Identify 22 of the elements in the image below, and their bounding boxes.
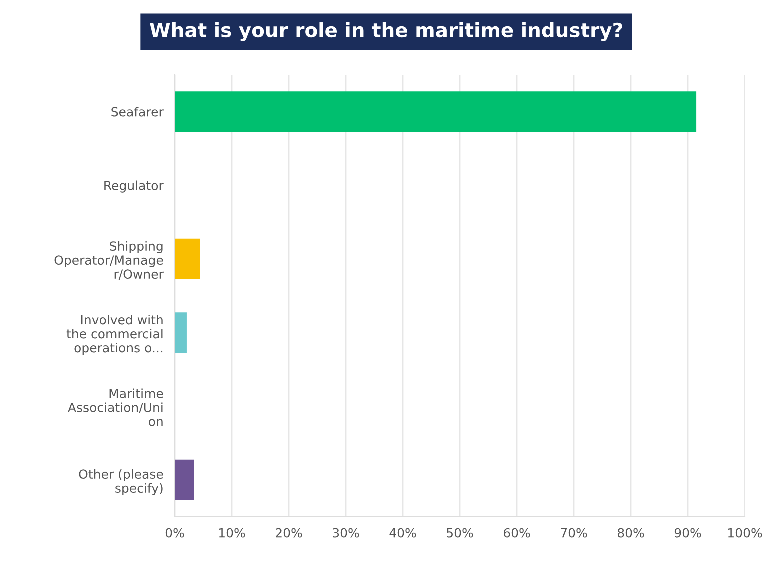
x-tick-label: 10% bbox=[219, 528, 246, 538]
x-tick-label: 0% bbox=[166, 528, 184, 538]
y-tick-label: Shipping Operator/Manage r/Owner bbox=[54, 241, 164, 280]
x-tick-label: 30% bbox=[333, 528, 360, 538]
y-tick-label: Involved with the commercial operations o... bbox=[66, 315, 163, 356]
bar bbox=[175, 92, 697, 132]
y-tick-label: Regulator bbox=[104, 180, 164, 193]
x-tick-label: 70% bbox=[561, 528, 588, 538]
x-tick-label: 60% bbox=[504, 528, 530, 538]
y-tick-label: Seafarer bbox=[112, 107, 164, 117]
x-tick-label: 50% bbox=[447, 528, 474, 538]
bar bbox=[175, 238, 200, 280]
x-tick-label: 80% bbox=[618, 528, 644, 538]
bar bbox=[175, 460, 194, 500]
x-tick-label: 100% bbox=[728, 528, 762, 538]
x-tick-label: 90% bbox=[674, 528, 702, 538]
x-tick-label: 40% bbox=[390, 528, 416, 538]
y-tick-label: Other (please specify) bbox=[79, 469, 164, 496]
chart-title: What is your role in the maritime industry? bbox=[150, 22, 622, 42]
x-tick-label: 20% bbox=[276, 528, 302, 538]
y-tick-label: Maritime Association/Uni on bbox=[68, 388, 164, 426]
bar bbox=[175, 312, 187, 354]
